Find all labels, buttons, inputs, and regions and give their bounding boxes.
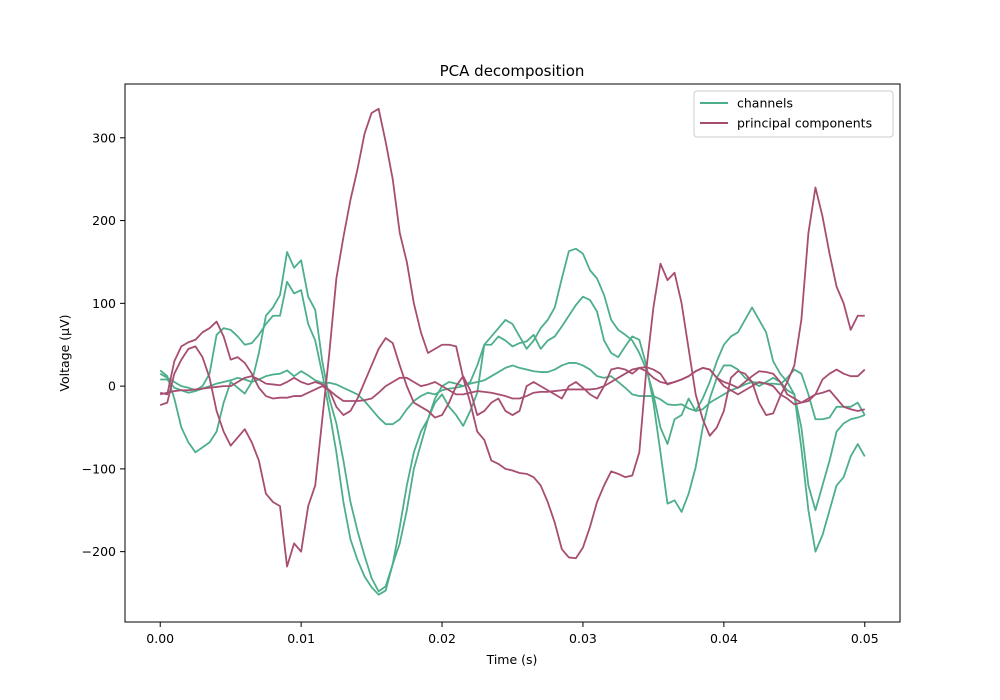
plot-area bbox=[159, 107, 866, 596]
legend-label-channels: channels bbox=[737, 96, 793, 111]
y-axis-label: Voltage (µV) bbox=[57, 314, 72, 391]
x-tick-label: 0.04 bbox=[710, 631, 738, 646]
series-line-component-6 bbox=[160, 366, 865, 412]
legend-box bbox=[693, 90, 894, 138]
y-tick-label: 0 bbox=[108, 379, 116, 394]
x-tick-label: 0.02 bbox=[428, 631, 456, 646]
x-tick-label: 0.03 bbox=[569, 631, 597, 646]
y-tick-label: 200 bbox=[92, 213, 116, 228]
legend: channels principal components bbox=[693, 90, 894, 138]
x-tick-label: 0.05 bbox=[851, 631, 879, 646]
x-axis: 0.00 0.01 0.02 0.03 0.04 0.05 bbox=[146, 622, 879, 646]
legend-label-principal-components: principal components bbox=[737, 116, 872, 131]
x-tick-label: 0.00 bbox=[146, 631, 174, 646]
axes-frame bbox=[124, 83, 901, 623]
y-tick-label: 300 bbox=[92, 130, 116, 145]
y-tick-label: −100 bbox=[82, 461, 116, 476]
x-axis-label: Time (s) bbox=[486, 652, 538, 667]
y-axis: −200 −100 0 100 200 300 bbox=[82, 130, 125, 559]
series-line-component-5 bbox=[160, 320, 866, 419]
y-tick-label: 100 bbox=[92, 296, 116, 311]
series-line-channel-1 bbox=[160, 362, 866, 426]
series-line-channel-2 bbox=[159, 247, 866, 593]
x-tick-label: 0.01 bbox=[287, 631, 315, 646]
y-tick-label: −200 bbox=[82, 544, 116, 559]
series-line-component-4 bbox=[159, 107, 865, 568]
chart-title: PCA decomposition bbox=[440, 62, 585, 80]
